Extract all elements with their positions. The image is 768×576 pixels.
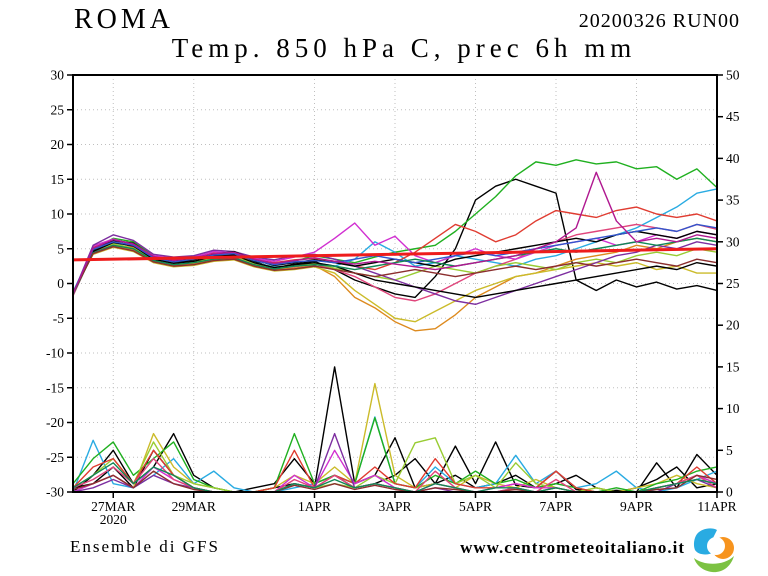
left-axis-label: -15 (46, 380, 64, 395)
temp-member-teal (72, 237, 718, 295)
left-axis-label: -20 (46, 415, 64, 430)
right-axis-label: 15 (726, 359, 740, 374)
precipitation-series (72, 366, 718, 493)
centrometeoitaliano-logo-icon (693, 528, 734, 573)
date-label: 1APR (298, 499, 331, 514)
date-label: 29MAR (172, 499, 216, 514)
run-label: 20200326 RUN00 (578, 10, 740, 32)
left-axis-label: 15 (51, 172, 65, 187)
date-label: 5APR (459, 499, 492, 514)
right-axis-label: 5 (726, 443, 733, 458)
left-axis-label: 25 (51, 102, 65, 117)
chart-title: Temp. 850 hPa C, prec 6h mm (171, 33, 637, 63)
right-axis-label: 30 (726, 234, 740, 249)
left-axis-label: 5 (57, 241, 64, 256)
date-label: 11APR (697, 499, 736, 514)
temp-member-maroon (72, 245, 718, 294)
left-axis-label: -30 (46, 485, 64, 500)
temp-member-violet (72, 171, 718, 295)
left-axis-label: 0 (57, 276, 64, 291)
right-axis-label: 40 (726, 151, 740, 166)
year-label: 2020 (100, 512, 127, 527)
logo-white-cut (707, 537, 725, 555)
mean-reference-line (72, 247, 718, 262)
date-label: 27MAR (91, 499, 135, 514)
left-axis-label: -5 (53, 311, 64, 326)
right-axis-label: 25 (726, 276, 740, 291)
left-axis-label: 10 (51, 207, 65, 222)
temperature-series (72, 159, 718, 332)
left-axis-label: 30 (51, 68, 65, 83)
left-axis-label: -25 (46, 450, 64, 465)
right-axis-label: 0 (726, 485, 733, 500)
left-axis-label: -10 (46, 346, 64, 361)
temp-member-blue (72, 223, 718, 293)
axis-ticks (67, 74, 723, 498)
website-label: www.centrometeoitaliano.it (460, 538, 685, 557)
left-axis-label: 20 (51, 137, 65, 152)
right-axis-label: 20 (726, 318, 740, 333)
logo-green-shape (694, 556, 734, 573)
date-label: 9APR (620, 499, 653, 514)
temp-member-cyan (72, 188, 718, 293)
right-axis-label: 35 (726, 193, 740, 208)
model-source-label: Ensemble di GFS (70, 537, 220, 556)
station-name: ROMA (74, 4, 175, 35)
right-axis-label: 10 (726, 401, 740, 416)
date-label: 7APR (539, 499, 572, 514)
right-axis-label: 45 (726, 109, 740, 124)
right-axis-label: 50 (726, 68, 740, 83)
date-label: 3APR (378, 499, 411, 514)
temp-member-black-c (72, 241, 718, 299)
axis-labels: -30 -25 -20 -15 -10 -5 0 5 10 15 20 25 30 0 5 10 15 20 25 3… (46, 68, 740, 528)
